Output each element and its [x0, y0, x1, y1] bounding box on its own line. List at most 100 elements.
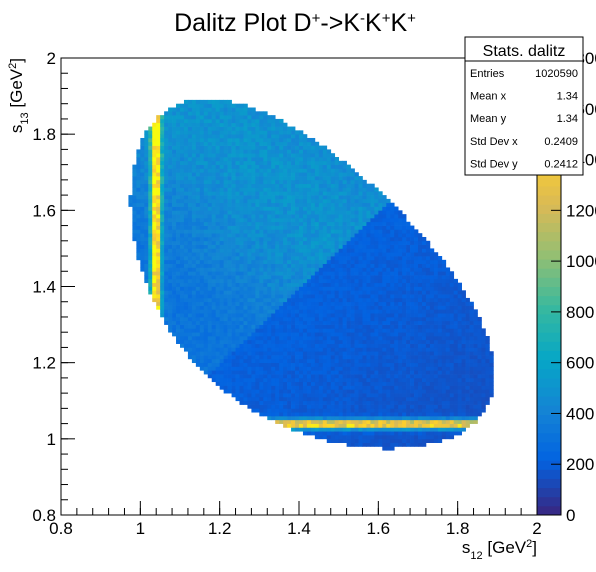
- heatmap-cell: [219, 301, 224, 306]
- heatmap-cell: [183, 99, 189, 105]
- heatmap-cell: [414, 377, 419, 383]
- heatmap-cell: [231, 385, 236, 390]
- heatmap-cell: [183, 195, 189, 200]
- heatmap-cell: [183, 233, 189, 238]
- heatmap-cell: [219, 225, 224, 230]
- heatmap-cell: [140, 206, 145, 211]
- heatmap-cell: [255, 248, 260, 253]
- heatmap-cell: [183, 202, 189, 207]
- heatmap-cell: [326, 153, 332, 158]
- heatmap-cell: [183, 343, 189, 348]
- heatmap-cell: [199, 214, 205, 219]
- heatmap-cell: [164, 316, 169, 322]
- heatmap-cell: [374, 191, 379, 196]
- heatmap-cell: [227, 282, 232, 287]
- heatmap-cell: [358, 400, 363, 405]
- heatmap-cell: [279, 385, 284, 390]
- heatmap-cell: [267, 168, 272, 173]
- heatmap-cell: [402, 435, 407, 440]
- heatmap-cell: [378, 408, 383, 413]
- heatmap-cell: [136, 157, 141, 162]
- heatmap-cell: [334, 301, 340, 306]
- heatmap-cell: [275, 229, 280, 234]
- heatmap-cell: [219, 221, 224, 226]
- heatmap-cell: [302, 351, 308, 356]
- heatmap-cell: [251, 404, 256, 409]
- heatmap-cell: [402, 339, 407, 344]
- heatmap-cell: [172, 240, 177, 245]
- heatmap-cell: [176, 168, 181, 173]
- heatmap-cell: [231, 248, 236, 253]
- heatmap-cell: [310, 393, 316, 398]
- heatmap-cell: [144, 236, 149, 242]
- heatmap-cell: [207, 118, 213, 124]
- heatmap-cell: [144, 263, 149, 268]
- heatmap-cell: [358, 217, 363, 223]
- heatmap-cell: [275, 122, 280, 127]
- heatmap-cell: [275, 320, 280, 325]
- heatmap-cell: [183, 214, 189, 219]
- heatmap-cell: [334, 385, 340, 390]
- heatmap-cell: [187, 183, 193, 188]
- heatmap-cell: [195, 294, 201, 299]
- heatmap-cell: [271, 347, 276, 352]
- heatmap-cell: [199, 305, 205, 310]
- heatmap-cell: [187, 126, 193, 131]
- heatmap-cell: [314, 301, 320, 306]
- heatmap-cell: [414, 313, 419, 318]
- heatmap-cell: [299, 172, 304, 177]
- heatmap-cell: [414, 244, 419, 249]
- heatmap-cell: [370, 419, 375, 424]
- heatmap-cell: [132, 168, 137, 173]
- heatmap-cell: [318, 374, 324, 379]
- heatmap-cell: [215, 252, 221, 257]
- heatmap-cell: [382, 214, 387, 219]
- heatmap-cell: [279, 122, 284, 127]
- heatmap-cell: [275, 294, 280, 299]
- heatmap-cell: [410, 438, 415, 443]
- heatmap-cell: [267, 195, 272, 200]
- heatmap-cell: [394, 347, 399, 352]
- heatmap-cell: [334, 366, 340, 371]
- heatmap-cell: [330, 412, 336, 417]
- heatmap-cell: [283, 419, 288, 424]
- heatmap-cell: [223, 259, 228, 264]
- heatmap-cell: [227, 176, 232, 181]
- heatmap-cell: [366, 370, 371, 375]
- heatmap-cell: [287, 366, 292, 371]
- heatmap-cell: [378, 332, 383, 337]
- heatmap-cell: [358, 423, 363, 428]
- heatmap-cell: [235, 195, 240, 200]
- heatmap-cell: [322, 339, 328, 344]
- heatmap-cell: [406, 267, 411, 272]
- heatmap-cell: [128, 202, 133, 207]
- heatmap-cell: [172, 259, 177, 264]
- heatmap-cell: [299, 294, 304, 299]
- heatmap-cell: [398, 412, 403, 417]
- heatmap-cell: [283, 172, 288, 177]
- heatmap-cell: [334, 305, 340, 310]
- heatmap-cell: [350, 351, 355, 356]
- heatmap-cell: [176, 221, 181, 226]
- heatmap-cell: [366, 381, 371, 386]
- heatmap-cell: [219, 275, 224, 280]
- heatmap-cell: [366, 195, 371, 200]
- heatmap-cell: [398, 385, 403, 390]
- heatmap-cell: [275, 271, 280, 276]
- heatmap-cell: [302, 202, 308, 207]
- heatmap-cell: [342, 210, 347, 215]
- heatmap-cell: [382, 297, 387, 303]
- heatmap-cell: [358, 370, 363, 375]
- heatmap-cell: [342, 332, 347, 337]
- chart-title: Dalitz Plot D+->K-K+K+: [174, 9, 416, 37]
- heatmap-cell: [144, 248, 149, 253]
- heatmap-cell: [283, 256, 288, 261]
- heatmap-cell: [251, 263, 256, 268]
- heatmap-cell: [132, 217, 137, 223]
- heatmap-cell: [390, 259, 395, 264]
- heatmap-cell: [235, 259, 240, 264]
- heatmap-cell: [322, 153, 328, 158]
- heatmap-cell: [247, 324, 252, 329]
- heatmap-cell: [398, 423, 403, 428]
- heatmap-cell: [267, 179, 272, 185]
